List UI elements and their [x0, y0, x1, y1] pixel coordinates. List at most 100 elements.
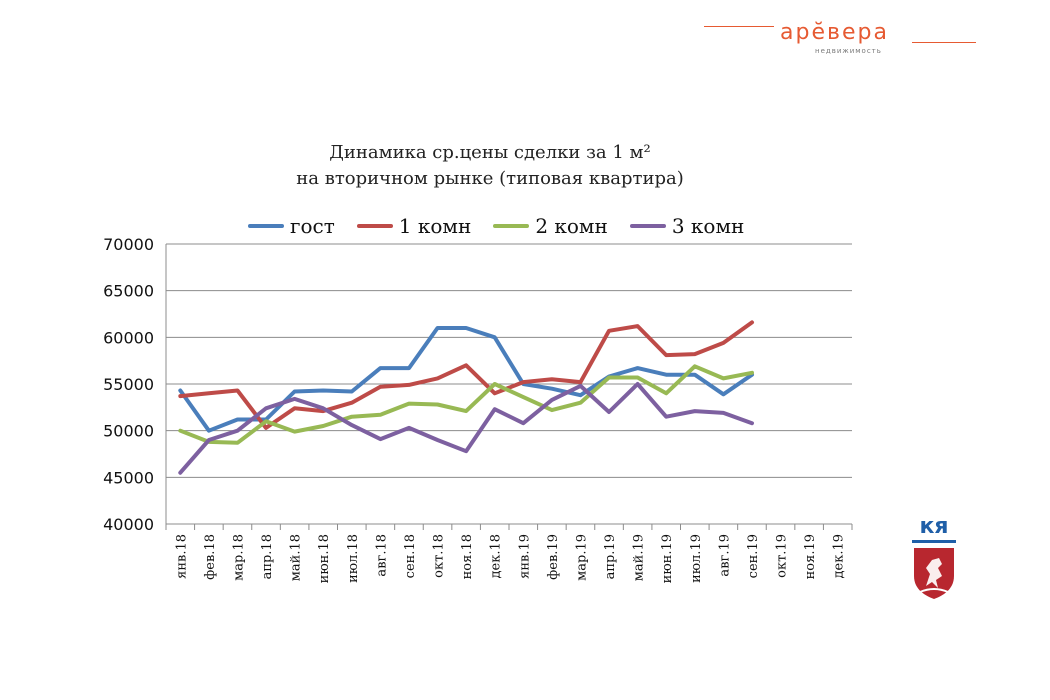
x-tick-label: сен.18	[403, 534, 418, 578]
legend-label: гост	[290, 214, 335, 238]
data-point	[236, 442, 238, 444]
data-point	[208, 430, 210, 432]
legend-label: 1 комн	[398, 214, 472, 238]
data-point	[351, 402, 353, 404]
data-point	[465, 327, 467, 329]
data-point	[437, 404, 439, 406]
x-tick-label: окт.19	[775, 534, 790, 578]
chart-title-line2: на вторичном рынке (типовая квартира)	[296, 168, 684, 189]
data-point	[494, 392, 496, 394]
data-point	[665, 374, 667, 376]
x-tick-label: сен.19	[746, 534, 761, 578]
data-point	[494, 336, 496, 338]
legend-item: 3 комн	[629, 214, 745, 238]
data-point	[351, 390, 353, 392]
x-tick-label: май.19	[632, 534, 647, 581]
x-tick-label: июн.18	[317, 534, 332, 583]
x-tick-label: июл.18	[346, 534, 361, 583]
legend-item: 1 комн	[356, 214, 472, 238]
data-point	[751, 372, 753, 374]
data-point	[294, 390, 296, 392]
x-tick-label: янв.19	[517, 534, 532, 579]
legend-swatch	[248, 224, 284, 228]
chart-title-line1: Динамика ср.цены сделки за 1 м²	[329, 142, 651, 163]
data-point	[665, 416, 667, 418]
data-point	[608, 411, 610, 413]
y-tick-label: 50000	[103, 422, 154, 441]
y-tick-label: 40000	[103, 515, 154, 534]
data-point	[665, 354, 667, 356]
legend-item: 2 комн	[493, 214, 608, 238]
data-point	[551, 388, 553, 390]
data-point	[522, 422, 524, 424]
data-point	[579, 402, 581, 404]
data-point	[179, 390, 181, 392]
data-point	[179, 395, 181, 397]
data-point	[351, 416, 353, 418]
data-point	[579, 381, 581, 383]
data-point	[608, 376, 610, 378]
x-tick-label: ноя.19	[803, 534, 818, 579]
data-point	[236, 418, 238, 420]
data-point	[265, 420, 267, 422]
y-tick-label: 70000	[103, 235, 154, 254]
data-point	[722, 377, 724, 379]
x-tick-label: авг.18	[374, 534, 389, 577]
x-tick-label: май.18	[289, 534, 304, 581]
data-point	[637, 325, 639, 327]
data-point	[637, 367, 639, 369]
data-point	[494, 383, 496, 385]
x-tick-label: авг.19	[717, 534, 732, 577]
data-point	[608, 330, 610, 332]
legend-swatch	[629, 224, 666, 228]
data-point	[465, 450, 467, 452]
x-tick-label: янв.18	[174, 534, 189, 579]
data-point	[322, 410, 324, 412]
data-point	[494, 408, 496, 410]
data-point	[637, 383, 639, 385]
data-point	[322, 390, 324, 392]
x-tick-label: июл.19	[689, 534, 704, 583]
data-point	[322, 407, 324, 409]
legend-label: 3 комн	[671, 214, 745, 238]
y-tick-label: 65000	[103, 282, 154, 301]
y-tick-label: 55000	[103, 375, 154, 394]
data-point	[751, 422, 753, 424]
data-point	[579, 394, 581, 396]
data-point	[437, 439, 439, 441]
data-point	[694, 353, 696, 355]
x-tick-label: апр.19	[603, 534, 618, 579]
data-point	[522, 381, 524, 383]
data-point	[408, 367, 410, 369]
data-point	[751, 321, 753, 323]
y-tick-label: 60000	[103, 328, 154, 347]
data-point	[722, 342, 724, 344]
data-point	[379, 367, 381, 369]
chart-legend: гост 1 комн 2 комн 3 комн	[248, 212, 766, 240]
data-point	[351, 424, 353, 426]
data-point	[694, 410, 696, 412]
company-logo: арӗвера недвижимость	[700, 18, 980, 58]
data-point	[579, 385, 581, 387]
x-tick-label: окт.18	[432, 534, 447, 578]
y-tick-label: 45000	[103, 468, 154, 487]
data-point	[265, 407, 267, 409]
data-point	[236, 390, 238, 392]
data-point	[522, 396, 524, 398]
chart-title: Динамика ср.цены сделки за 1 м² на втори…	[250, 140, 730, 192]
data-point	[551, 399, 553, 401]
x-tick-label: фев.19	[546, 534, 561, 580]
x-tick-label: мар.19	[574, 534, 589, 581]
x-tick-label: дек.18	[489, 534, 504, 579]
data-point	[408, 403, 410, 405]
data-point	[208, 439, 210, 441]
legend-label: 2 комн	[535, 214, 608, 238]
data-point	[694, 365, 696, 367]
data-point	[379, 414, 381, 416]
data-point	[408, 384, 410, 386]
x-tick-label: июн.19	[660, 534, 675, 583]
x-tick-label: дек.19	[832, 534, 847, 579]
data-point	[437, 377, 439, 379]
logo-tagline: недвижимость	[815, 47, 882, 55]
